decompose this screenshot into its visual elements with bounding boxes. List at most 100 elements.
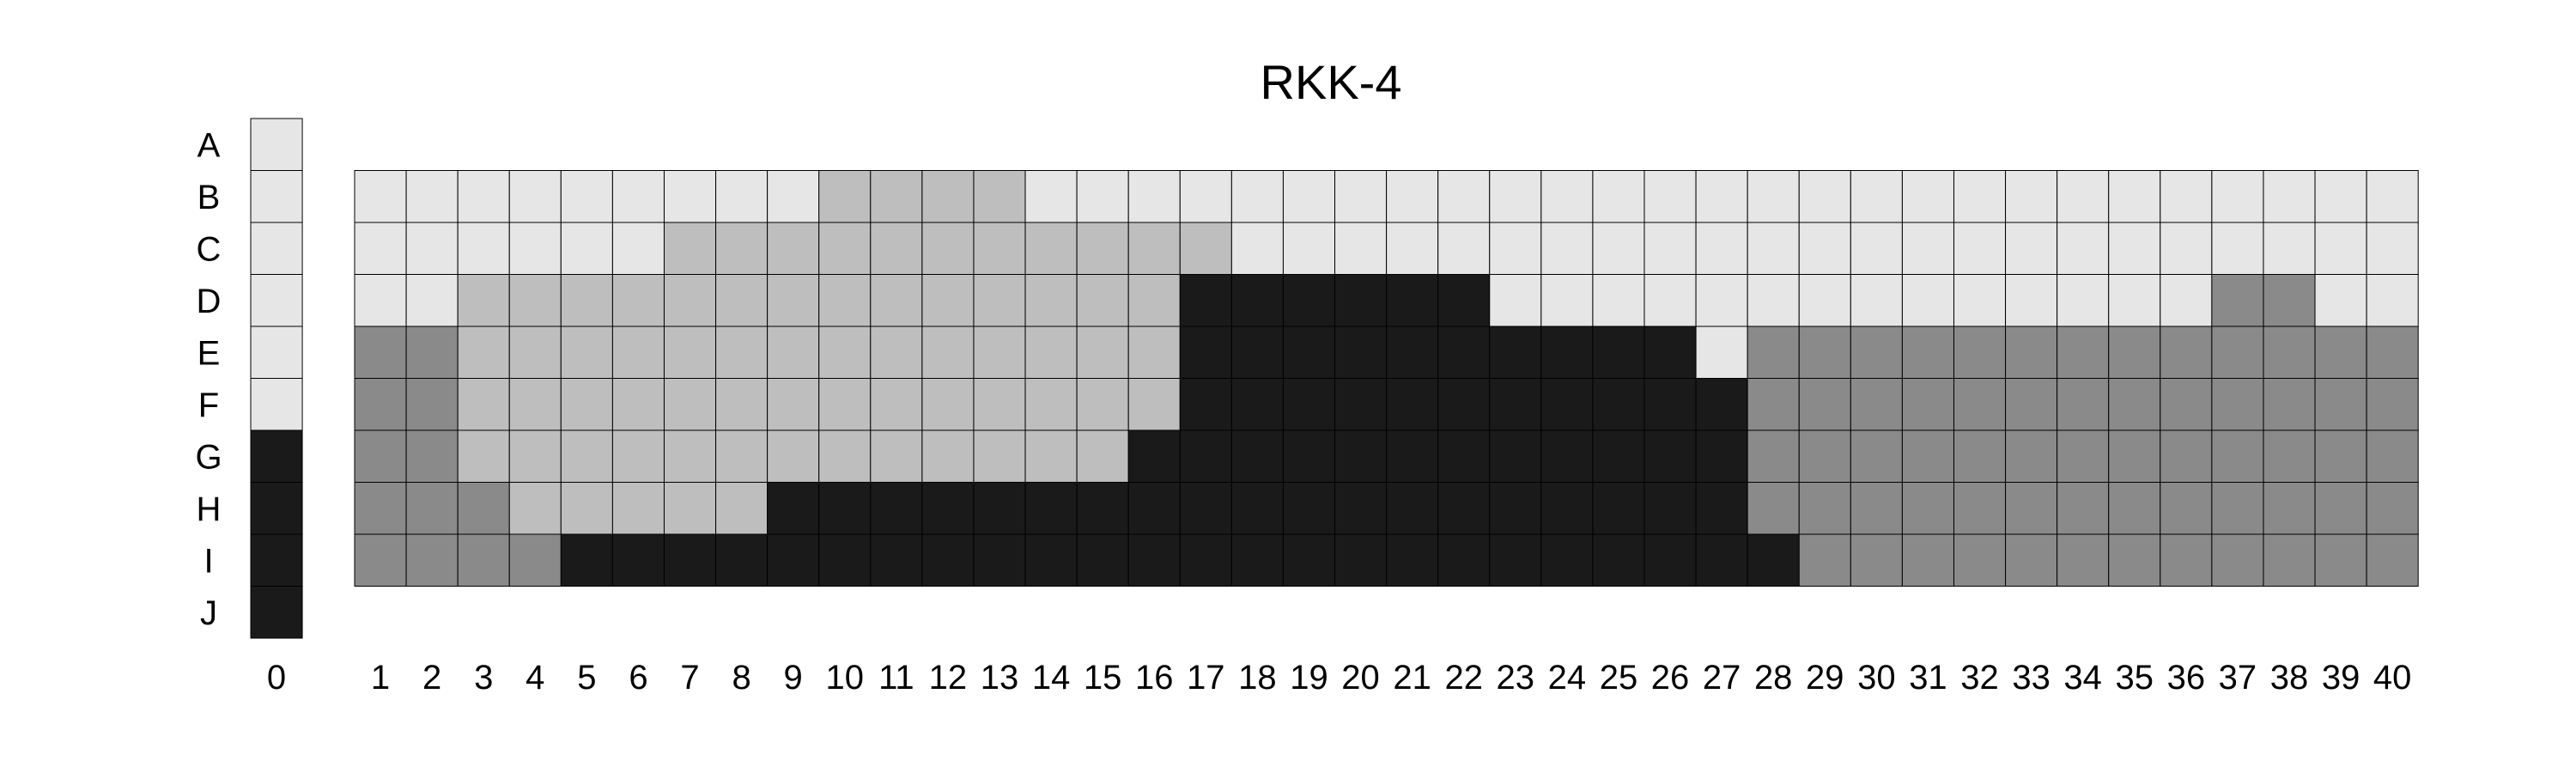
- cell-10-g: [818, 429, 872, 483]
- cell-32-c: [1953, 222, 2007, 275]
- cell-29-g: [1798, 429, 1851, 483]
- cell-30-c: [1850, 222, 1903, 275]
- cell-38-c: [2263, 222, 2316, 275]
- cell-17-c: [1179, 222, 1232, 275]
- cell-19-f: [1282, 378, 1336, 431]
- cell-40-i: [2366, 533, 2419, 587]
- cell-16-e: [1127, 326, 1181, 379]
- cell-31-f: [1901, 378, 1954, 431]
- cell-40-b: [2366, 170, 2419, 223]
- cell-5-c: [560, 222, 613, 275]
- cell-27-g: [1695, 429, 1748, 483]
- cell-1-g: [354, 429, 407, 483]
- cell-5-d: [560, 274, 613, 327]
- cell-7-b: [663, 170, 717, 223]
- cell-2-e: [405, 326, 459, 379]
- cell-13-c: [973, 222, 1026, 275]
- cell-35-f: [2108, 378, 2161, 431]
- cell-12-g: [921, 429, 975, 483]
- cell-21-b: [1386, 170, 1439, 223]
- cell-5-g: [560, 429, 613, 483]
- cell-10-b: [818, 170, 872, 223]
- cell-17-b: [1179, 170, 1232, 223]
- column-label-35: 35: [2116, 659, 2154, 697]
- cell-40-h: [2366, 482, 2419, 535]
- cell-13-h: [973, 482, 1026, 535]
- cell-5-e: [560, 326, 613, 379]
- cell-25-d: [1592, 274, 1645, 327]
- cell-35-b: [2108, 170, 2161, 223]
- cell-34-h: [2057, 482, 2110, 535]
- cell-15-h: [1076, 482, 1129, 535]
- column-label-27: 27: [1703, 659, 1741, 697]
- cell-18-f: [1230, 378, 1284, 431]
- cell-29-c: [1798, 222, 1851, 275]
- cell-17-h: [1179, 482, 1232, 535]
- cell-26-c: [1643, 222, 1697, 275]
- column-label-8: 8: [732, 659, 750, 697]
- column-label-9: 9: [784, 659, 803, 697]
- cell-21-h: [1386, 482, 1439, 535]
- cell-7-h: [663, 482, 717, 535]
- cell-11-h: [870, 482, 923, 535]
- cell-33-i: [2005, 533, 2058, 587]
- cell-15-b: [1076, 170, 1129, 223]
- cell-30-d: [1850, 274, 1903, 327]
- cell-22-g: [1437, 429, 1491, 483]
- heatmap-grid: [354, 170, 2419, 587]
- cell-25-c: [1592, 222, 1645, 275]
- column-label-28: 28: [1754, 659, 1793, 697]
- cell-22-e: [1437, 326, 1491, 379]
- cell-28-f: [1747, 378, 1800, 431]
- cell-40-f: [2366, 378, 2419, 431]
- cell-34-d: [2057, 274, 2110, 327]
- column-label-3: 3: [474, 659, 493, 697]
- cell-28-e: [1747, 326, 1800, 379]
- cell-5-f: [560, 378, 613, 431]
- cell-13-e: [973, 326, 1026, 379]
- cell-23-d: [1489, 274, 1542, 327]
- cell-10-h: [818, 482, 872, 535]
- cell-34-c: [2057, 222, 2110, 275]
- cell-40-c: [2366, 222, 2419, 275]
- cell-23-f: [1489, 378, 1542, 431]
- cell-35-h: [2108, 482, 2161, 535]
- cell-21-d: [1386, 274, 1439, 327]
- cell-30-b: [1850, 170, 1903, 223]
- cell-22-h: [1437, 482, 1491, 535]
- cell-18-i: [1230, 533, 1284, 587]
- cell-5-i: [560, 533, 613, 587]
- cell-20-f: [1334, 378, 1388, 431]
- column-label-13: 13: [981, 659, 1019, 697]
- cell-14-e: [1024, 326, 1078, 379]
- cell-0-b: [250, 170, 303, 223]
- cell-40-d: [2366, 274, 2419, 327]
- cell-25-f: [1592, 378, 1645, 431]
- cell-21-e: [1386, 326, 1439, 379]
- cell-6-f: [611, 378, 665, 431]
- cell-38-h: [2263, 482, 2316, 535]
- cell-29-f: [1798, 378, 1851, 431]
- cell-12-h: [921, 482, 975, 535]
- column-label-39: 39: [2322, 659, 2360, 697]
- cell-17-e: [1179, 326, 1232, 379]
- cell-3-b: [457, 170, 510, 223]
- cell-7-e: [663, 326, 717, 379]
- cell-7-g: [663, 429, 717, 483]
- cell-16-i: [1127, 533, 1181, 587]
- cell-21-g: [1386, 429, 1439, 483]
- cell-22-i: [1437, 533, 1491, 587]
- cell-33-f: [2005, 378, 2058, 431]
- cell-3-i: [457, 533, 510, 587]
- cell-17-d: [1179, 274, 1232, 327]
- cell-33-d: [2005, 274, 2058, 327]
- cell-14-f: [1024, 378, 1078, 431]
- cell-39-c: [2314, 222, 2367, 275]
- cell-2-f: [405, 378, 459, 431]
- cell-20-i: [1334, 533, 1388, 587]
- cell-1-h: [354, 482, 407, 535]
- cell-40-e: [2366, 326, 2419, 379]
- cell-16-b: [1127, 170, 1181, 223]
- cell-19-g: [1282, 429, 1336, 483]
- cell-20-b: [1334, 170, 1388, 223]
